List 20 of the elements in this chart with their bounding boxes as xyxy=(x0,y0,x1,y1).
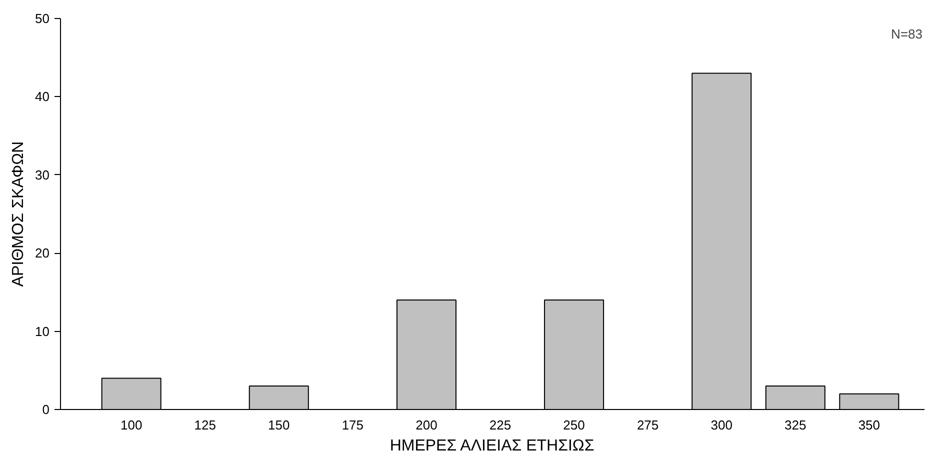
x-tick-label: 250 xyxy=(563,418,585,432)
x-tick-label: 150 xyxy=(268,418,290,432)
x-tick-label: 100 xyxy=(120,418,142,432)
x-axis-title: ΗΜΕΡΕΣ ΑΛΙΕΙΑΣ ΕΤΗΣΙΩΣ xyxy=(390,438,594,454)
y-tick-label: 40 xyxy=(35,89,50,104)
x-tick-label: 200 xyxy=(416,418,438,432)
x-tick-label: 300 xyxy=(710,418,732,432)
x-tick-label: 175 xyxy=(342,418,364,432)
y-axis-title: ΑΡΙΘΜΟΣ ΣΚΑΦΩΝ xyxy=(10,141,28,287)
x-tick-label: 350 xyxy=(858,418,880,432)
y-tick-label: 20 xyxy=(35,246,50,261)
y-tick-label: 30 xyxy=(35,167,50,182)
x-tick-label: 275 xyxy=(636,418,659,432)
y-tick-label: 50 xyxy=(35,11,50,26)
x-tick-label: 125 xyxy=(194,418,216,432)
y-tick-label: 0 xyxy=(42,402,50,417)
x-tick-label: 325 xyxy=(784,418,806,432)
annotation: N=83 xyxy=(891,26,923,42)
y-tick-label: 10 xyxy=(35,324,50,339)
x-tick-label: 225 xyxy=(489,418,512,432)
